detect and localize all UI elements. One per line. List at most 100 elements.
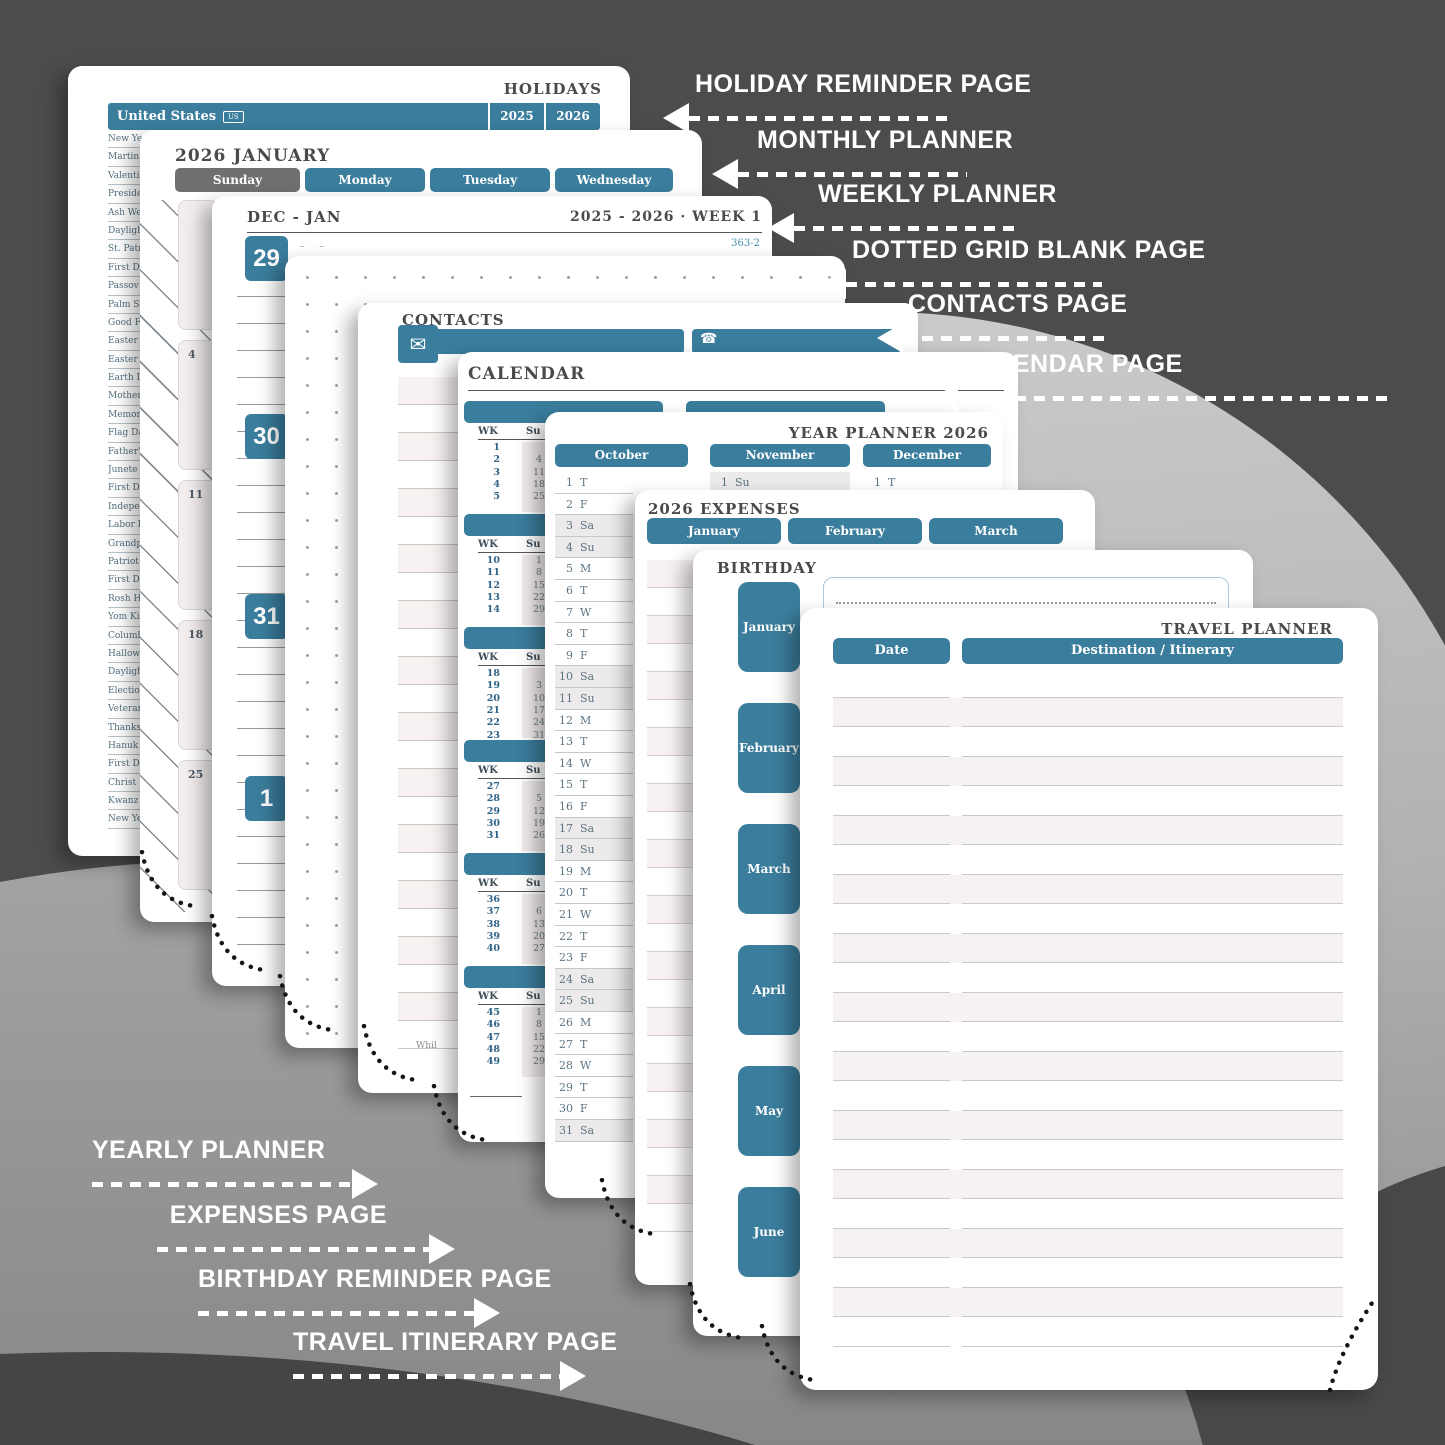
- year-day-row: 30 F: [555, 1098, 633, 1120]
- date-cell: [833, 1316, 950, 1317]
- callout-travel: TRAVEL ITINERARY PAGE: [293, 1328, 672, 1391]
- week-title: 2025 - 2026 · WEEK 1: [570, 209, 762, 225]
- destination-cell: [962, 1021, 1343, 1022]
- arrow-right-icon: [474, 1298, 500, 1328]
- month-tab-june: June: [738, 1187, 800, 1277]
- dashed-line: [903, 335, 1112, 341]
- date-cell: [833, 814, 950, 816]
- week-row: 18: [486, 668, 500, 679]
- destination-cell: [962, 726, 1343, 727]
- callout-label: BIRTHDAY REMINDER PAGE: [198, 1265, 552, 1293]
- ruled-line: [237, 674, 329, 675]
- dashed-line: [157, 1246, 429, 1252]
- week-row: 14 29: [486, 604, 546, 616]
- destination-cell: [962, 1345, 1343, 1347]
- week-col-headers: WK Su: [478, 426, 558, 440]
- dashed-line: [689, 115, 947, 121]
- date-cell: [833, 1021, 950, 1022]
- year-day-row: 14 W: [555, 753, 633, 775]
- destination-cell: [962, 932, 1343, 934]
- destination-cell: [962, 1109, 1343, 1111]
- travel-row: [833, 845, 1343, 875]
- month-button-january: January: [647, 518, 781, 544]
- callout-label: YEARLY PLANNER: [92, 1136, 326, 1164]
- callout-label: CALENDAR PAGE: [960, 350, 1183, 378]
- weekday-tab-wednesday: Wednesday: [555, 168, 673, 192]
- destination-cell: [962, 1286, 1343, 1288]
- week-row: 45 1: [486, 1007, 543, 1018]
- arrow-right-icon: [560, 1361, 586, 1391]
- travel-row: [833, 727, 1343, 757]
- destination-cell: [962, 696, 1343, 698]
- date-cell: [833, 1345, 950, 1347]
- ruled-line: [237, 944, 329, 945]
- travel-row: [833, 1258, 1343, 1288]
- week-row: 49 29: [486, 1056, 546, 1068]
- year-day-row: 23 F: [555, 947, 633, 969]
- date-cell: [833, 696, 950, 698]
- month-tab-march: March: [738, 824, 800, 914]
- year-column-2025: 2025: [488, 103, 544, 130]
- arrow-left-icon: [877, 323, 903, 353]
- year-day-row: 24 Sa: [555, 968, 633, 991]
- destination-cell: [962, 814, 1343, 816]
- corner-dots: [361, 1024, 418, 1082]
- weekday-tab-sunday: Sunday: [175, 168, 300, 192]
- ruled-line: [237, 377, 329, 378]
- destination-cell: [962, 1227, 1343, 1229]
- ruled-line: [237, 296, 329, 297]
- dashed-line: [198, 1310, 474, 1316]
- week-row: 38 13: [486, 918, 546, 930]
- travel-row: [833, 1022, 1343, 1052]
- corner-dots: [431, 1084, 488, 1142]
- week-row: 28 5: [486, 793, 543, 805]
- travel-row: [833, 1051, 1343, 1081]
- destination-cell: [962, 1316, 1343, 1317]
- weekday-tab-tuesday: Tuesday: [430, 168, 550, 192]
- corner-dots: [599, 1178, 656, 1236]
- ruled-line: [237, 485, 329, 486]
- travel-row: [833, 1199, 1343, 1229]
- travel-row: [833, 1169, 1343, 1199]
- day-box: 30: [245, 414, 288, 459]
- callout-label: MONTHLY PLANNER: [757, 126, 1014, 154]
- destination-cell: [962, 1080, 1343, 1081]
- date-cell: [833, 755, 950, 757]
- year-day-row: 21 W: [555, 904, 633, 926]
- callout-weekly: WEEKLY PLANNER: [768, 180, 1057, 243]
- callout-label: HOLIDAY REMINDER PAGE: [695, 70, 1032, 98]
- day-of-year: 363-2: [731, 238, 760, 249]
- year-day-row: 10 Sa: [555, 666, 633, 688]
- week-row: 20 10: [486, 692, 546, 704]
- date-cell: [833, 1227, 950, 1229]
- corner-dots: [209, 914, 266, 972]
- ruled-line: [237, 539, 329, 540]
- month-tab-february: February: [738, 703, 800, 793]
- destination-cell: [962, 991, 1343, 993]
- week-row: 27: [486, 781, 500, 792]
- divider: [468, 390, 1004, 391]
- travel-row: [833, 933, 1343, 963]
- week-row: 30 19: [486, 817, 546, 829]
- destination-cell: [962, 1168, 1343, 1170]
- ruled-line: [237, 350, 329, 351]
- month-tab-january: January: [738, 582, 800, 672]
- week-row: 40 27: [486, 943, 546, 955]
- week-box: 4: [178, 340, 218, 470]
- arrow-right-icon: [429, 1234, 455, 1264]
- year-day-row: 26 M: [555, 1012, 633, 1034]
- callout-label: DOTTED GRID BLANK PAGE: [852, 236, 1206, 264]
- page-title: 2026 EXPENSES: [648, 500, 801, 518]
- date-cell: [833, 1080, 950, 1081]
- week-col-headers: WK Su: [478, 652, 558, 666]
- week-row: 5 25: [493, 491, 546, 503]
- travel-row: [833, 963, 1343, 993]
- ruled-line: [237, 836, 329, 837]
- dotted-rule: [836, 602, 1216, 604]
- month-button-october: October: [555, 444, 688, 467]
- week-row: 1: [493, 442, 500, 453]
- dashed-line: [293, 1373, 560, 1379]
